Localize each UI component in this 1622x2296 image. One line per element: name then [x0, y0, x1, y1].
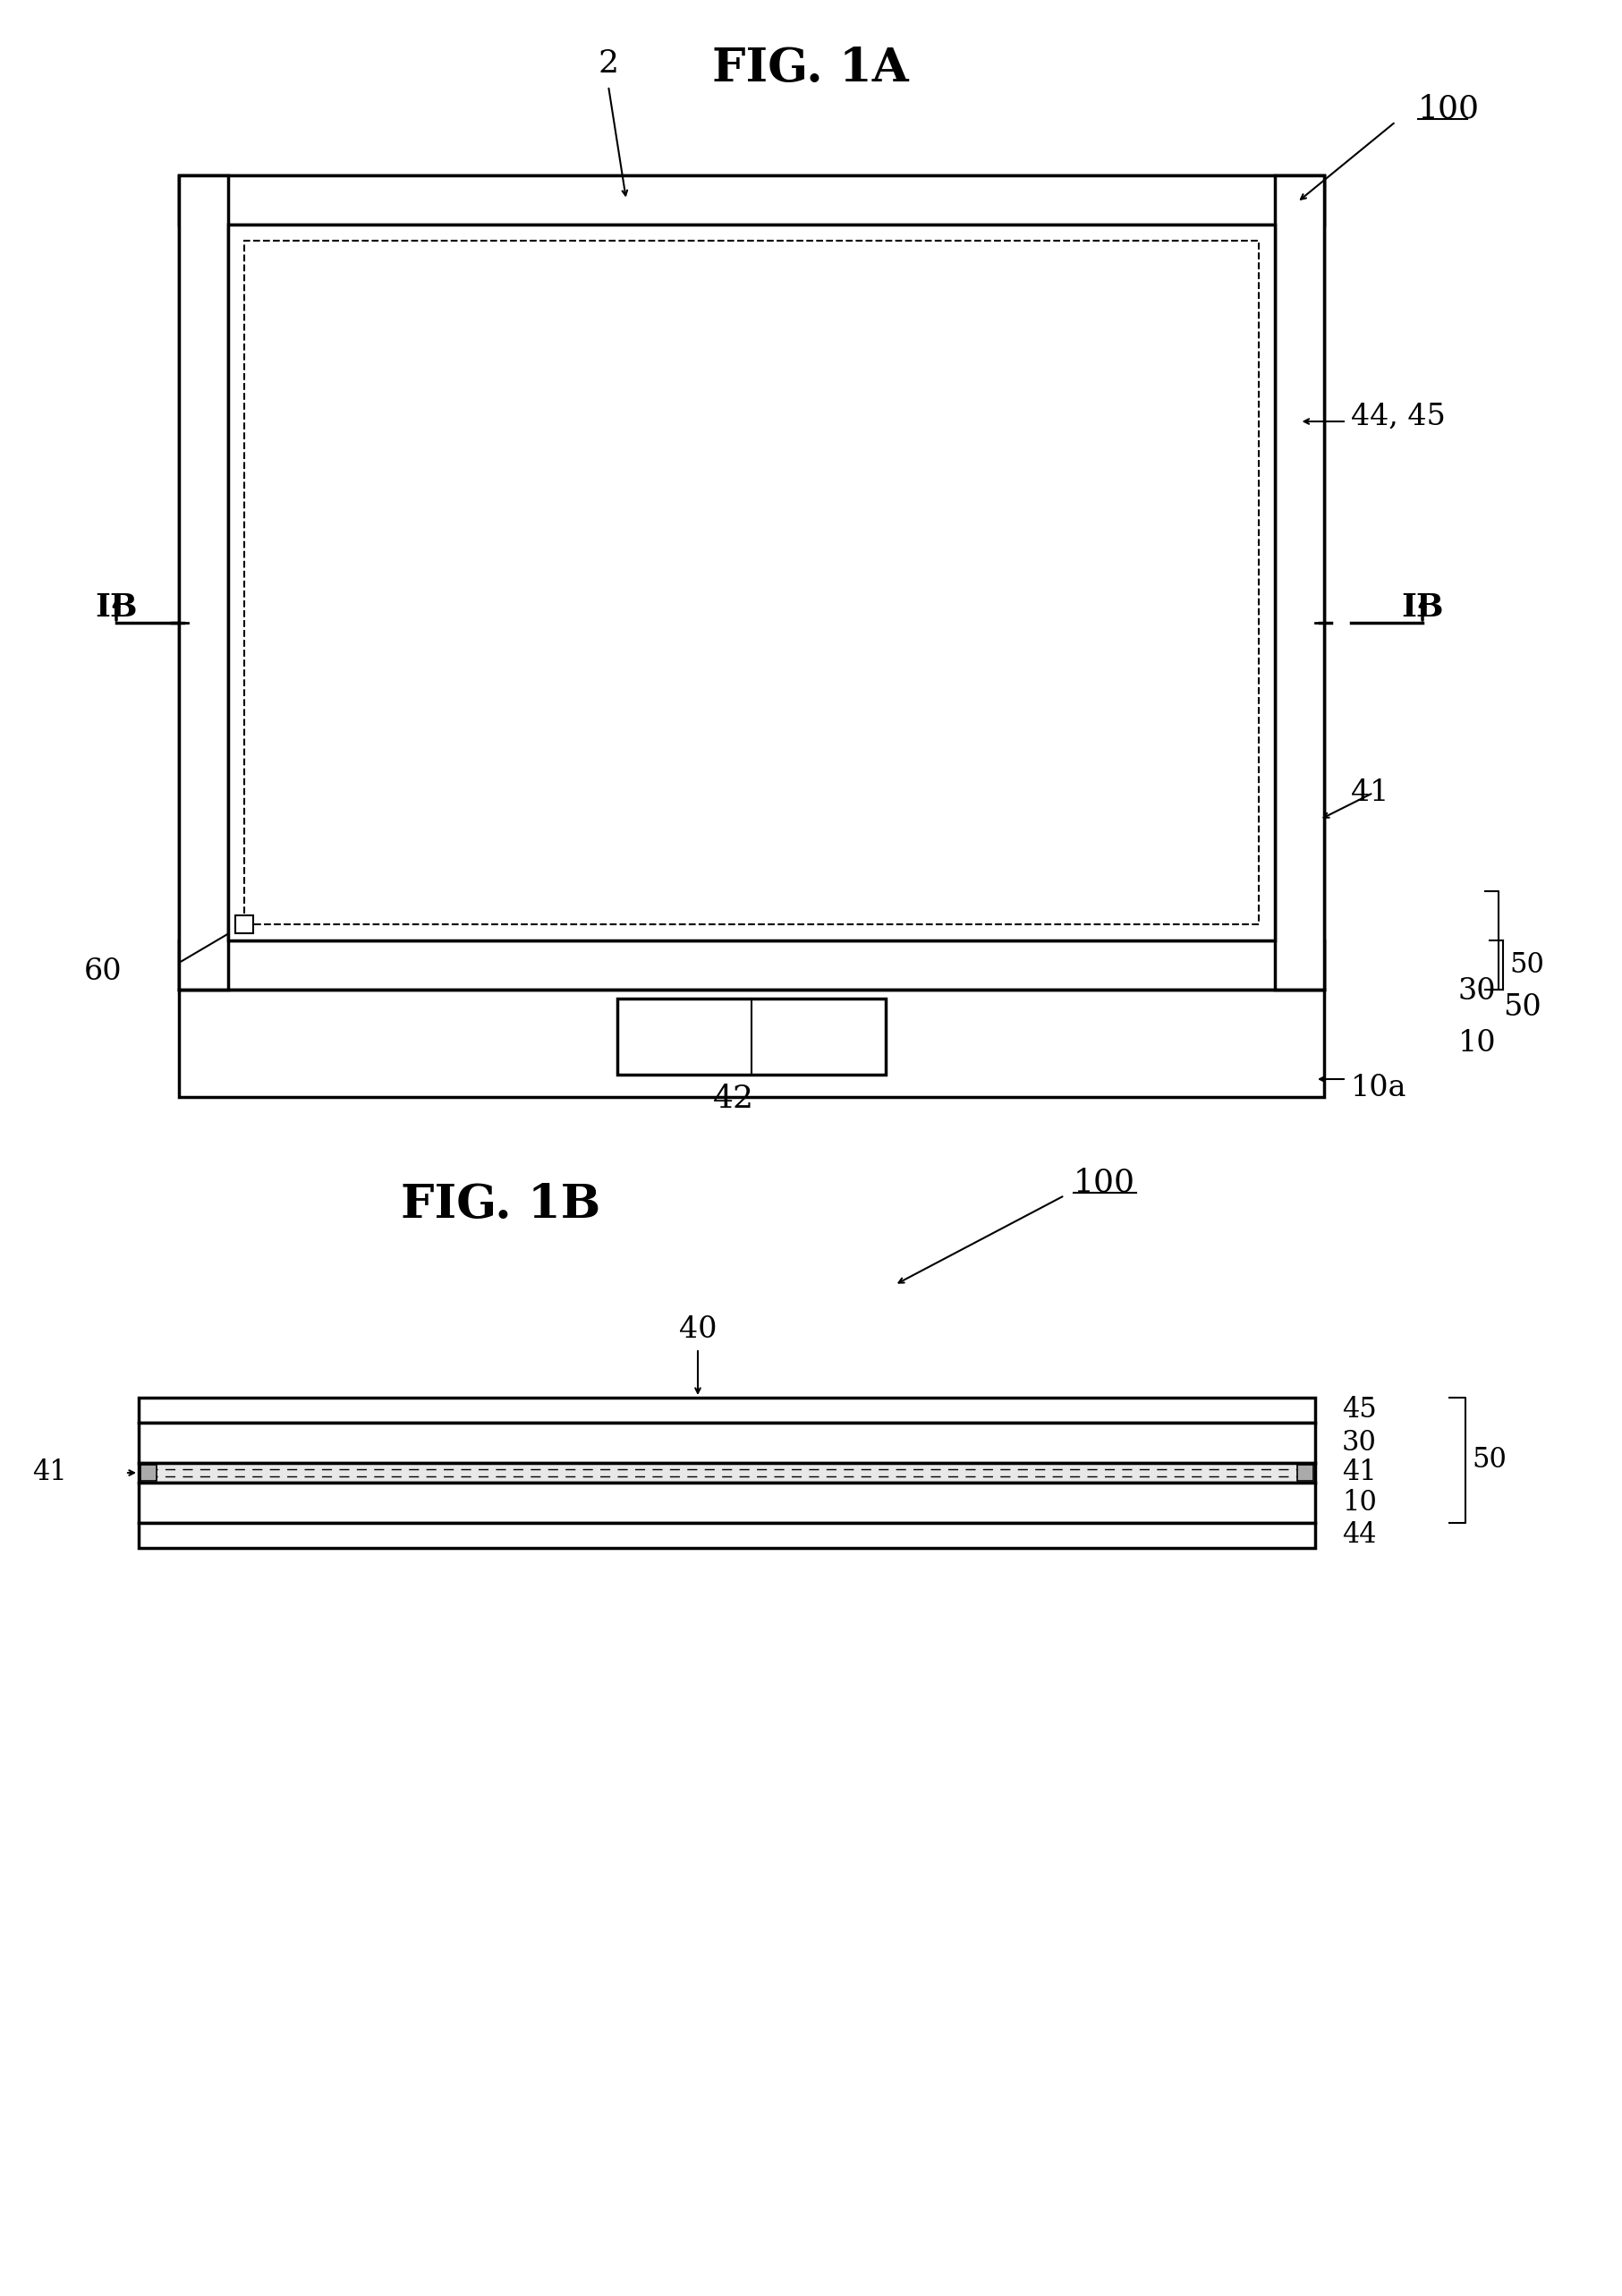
Text: FIG. 1A: FIG. 1A — [712, 46, 908, 92]
Bar — [178, 174, 1324, 225]
Bar — [138, 1424, 1315, 1463]
Text: 41: 41 — [1351, 778, 1388, 808]
Text: 60: 60 — [84, 957, 122, 985]
Text: 41: 41 — [32, 1458, 67, 1488]
Bar — [1275, 174, 1324, 990]
Text: 50: 50 — [1471, 1446, 1507, 1474]
Text: IB: IB — [1401, 592, 1444, 622]
Text: 2: 2 — [599, 48, 618, 78]
Bar — [235, 916, 253, 932]
Bar — [138, 1398, 1315, 1424]
Bar — [229, 225, 1275, 941]
Bar — [178, 174, 229, 990]
Text: 10: 10 — [1458, 1029, 1497, 1058]
Bar — [245, 241, 1259, 925]
Bar — [138, 1522, 1315, 1548]
Text: 50: 50 — [1510, 951, 1544, 978]
Text: 30: 30 — [1458, 978, 1497, 1006]
Text: 41: 41 — [1341, 1458, 1377, 1488]
Text: 44: 44 — [1341, 1522, 1377, 1550]
Text: 45: 45 — [1341, 1396, 1377, 1424]
Text: 10a: 10a — [1351, 1075, 1406, 1102]
Bar — [1298, 1465, 1314, 1481]
Text: 10: 10 — [1341, 1488, 1377, 1518]
Text: 100: 100 — [1074, 1166, 1135, 1196]
Text: FIG. 1B: FIG. 1B — [401, 1182, 600, 1226]
Bar — [618, 999, 886, 1075]
Text: 42: 42 — [714, 1084, 754, 1114]
Text: 30: 30 — [1341, 1428, 1377, 1456]
Text: 44, 45: 44, 45 — [1351, 402, 1445, 432]
Bar — [141, 1465, 157, 1481]
Text: 40: 40 — [680, 1316, 717, 1343]
Bar — [178, 941, 1324, 990]
Text: IB: IB — [96, 592, 138, 622]
Text: 50: 50 — [1504, 994, 1541, 1022]
Bar — [138, 1463, 1315, 1483]
Bar — [178, 174, 1324, 1097]
Text: 100: 100 — [1418, 94, 1479, 124]
Bar — [138, 1483, 1315, 1522]
